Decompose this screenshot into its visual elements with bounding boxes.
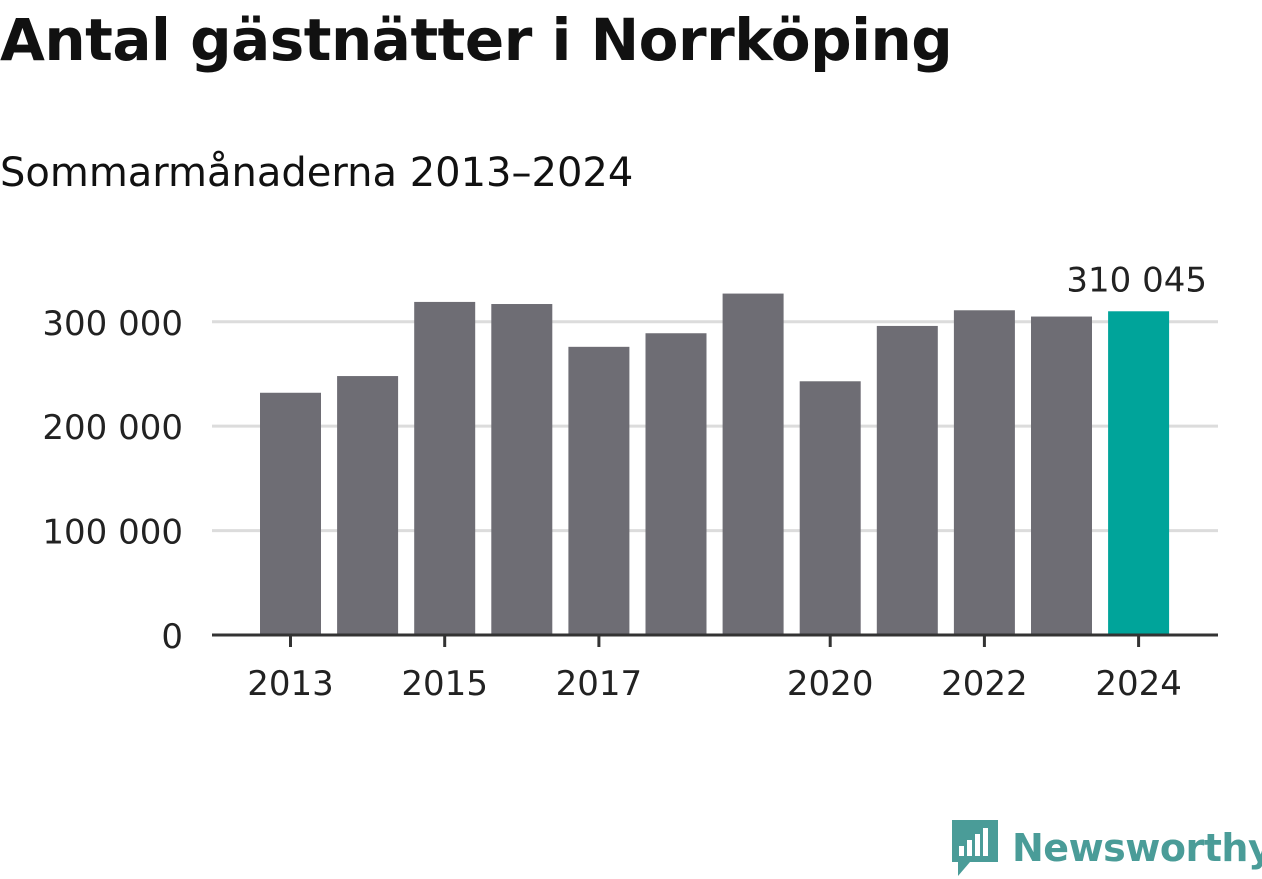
data-label-2024: 310 045	[1066, 260, 1207, 300]
chart-logo-icon	[952, 820, 998, 876]
data-labels: 310 045	[1066, 260, 1207, 300]
x-tick-label: 2020	[787, 664, 874, 704]
newsworthy-logo: Newsworthy	[950, 818, 1262, 878]
bar	[799, 381, 861, 635]
x-tick-label: 2024	[1095, 664, 1182, 704]
bar	[260, 392, 321, 635]
bars	[260, 293, 1170, 635]
y-tick-label: 300 000	[42, 304, 183, 344]
bar	[568, 346, 630, 635]
y-tick-label: 100 000	[42, 513, 183, 553]
bar	[414, 301, 476, 635]
chart-subtitle: Sommarmånaderna 2013–2024	[0, 150, 634, 196]
x-tick-label: 2017	[556, 664, 643, 704]
x-tick-label: 2013	[247, 664, 334, 704]
x-tick-label: 2022	[941, 664, 1028, 704]
x-tick-label: 2015	[401, 664, 488, 704]
x-axis-tick-labels: 2013 2015 2017 2020 2022 2024	[247, 635, 1182, 704]
bar	[491, 304, 553, 635]
bar	[876, 325, 938, 635]
bar	[953, 310, 1015, 635]
chart-title: Antal gästnätter i Norrköping	[0, 6, 953, 74]
y-tick-label: 200 000	[42, 408, 183, 448]
bar	[722, 293, 784, 635]
bar	[337, 376, 399, 635]
y-tick-label: 0	[161, 617, 183, 657]
bar	[645, 333, 707, 635]
logo-text: Newsworthy	[1012, 826, 1262, 870]
bar-highlight	[1108, 311, 1170, 635]
y-axis-tick-labels: 0 100 000 200 000 300 000	[42, 304, 183, 657]
bar	[1031, 316, 1092, 635]
